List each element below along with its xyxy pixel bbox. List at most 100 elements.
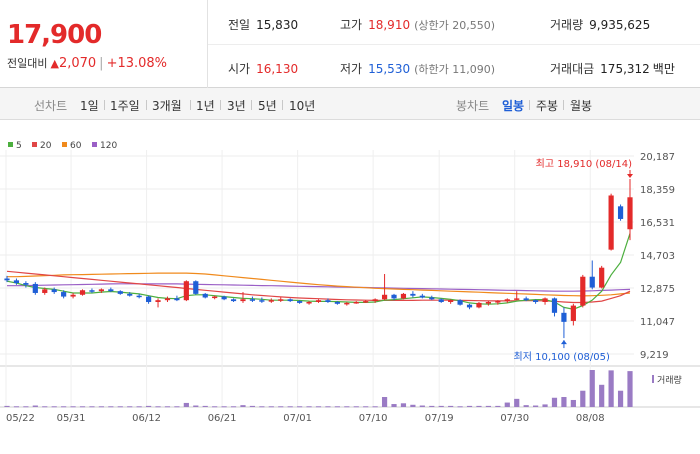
y-tick-label: 9,219: [640, 350, 669, 361]
amount-unit: 백만: [652, 62, 675, 76]
candle-body: [155, 300, 161, 302]
candle-body: [183, 281, 189, 301]
candle-body: [51, 289, 57, 293]
chart-toolbar: 선차트 1일 1주일 3개월 1년 3년 5년 10년 봉차트 일봉 주봉 월봉: [0, 88, 700, 120]
x-tick-label: 07/10: [359, 413, 388, 424]
stat-amount: 거래대금 175,312 백만: [550, 60, 675, 77]
arrow-up-icon: [560, 340, 567, 345]
legend-swatch: [92, 142, 97, 147]
y-tick-label: 16,531: [640, 218, 675, 229]
candle-body: [353, 301, 359, 304]
volume-bar: [400, 403, 407, 407]
volume-bar: [98, 406, 104, 408]
legend-swatch: [62, 142, 67, 147]
volume-label: 거래량: [550, 18, 584, 32]
volume-bar: [523, 405, 529, 407]
volume-bar: [287, 406, 293, 408]
candle-body: [551, 298, 558, 313]
candle-body: [608, 195, 614, 250]
candle-body: [533, 300, 539, 302]
current-price: 17,900: [7, 20, 102, 50]
legend-label-5: 5: [16, 141, 22, 151]
volume-bar: [353, 406, 359, 408]
ma120-line: [7, 283, 631, 292]
candle-body: [391, 294, 397, 299]
x-tick-label: 08/08: [576, 413, 605, 424]
divider: [563, 100, 564, 110]
period-1d[interactable]: 1일: [80, 99, 99, 113]
price-change: 전일대비 ▲2,070 | +13.08%: [7, 55, 167, 71]
volume-bar: [164, 406, 171, 408]
volume-bar: [334, 406, 340, 408]
candle-body: [249, 299, 256, 301]
period-1w[interactable]: 1주일: [110, 99, 140, 113]
amount-value: 175,312: [600, 62, 650, 76]
candle-body: [240, 299, 246, 302]
volume-bar: [297, 406, 303, 408]
volume-bar: [466, 405, 473, 407]
candlestick-chart[interactable]: 20,187 18,359 16,531 14,703 12,875 11,047 9,21…: [0, 120, 700, 450]
divider: [190, 100, 191, 110]
volume-bar: [429, 405, 435, 407]
candle-body: [4, 278, 10, 281]
candle-body: [79, 290, 86, 295]
volume-bar: [70, 406, 76, 408]
high-label: 고가: [340, 18, 363, 32]
volume-bar: [381, 397, 388, 407]
volume-bar: [514, 398, 520, 407]
period-3y[interactable]: 3년: [227, 99, 246, 113]
volume-bar: [240, 405, 246, 407]
period-5y[interactable]: 5년: [258, 99, 277, 113]
volume-bar: [533, 405, 539, 407]
volume-bar: [306, 406, 312, 408]
candle-daily[interactable]: 일봉: [502, 99, 525, 113]
volume-bar: [363, 406, 369, 408]
legend-label-120: 120: [100, 141, 117, 151]
period-10y[interactable]: 10년: [289, 99, 316, 113]
volume-bar: [599, 384, 605, 407]
candle-body: [32, 283, 38, 293]
candle-body: [145, 296, 152, 302]
prev-close-value: 15,830: [256, 18, 299, 32]
ma5-line: [6, 233, 631, 310]
period-3m[interactable]: 3개월: [152, 99, 182, 113]
x-tick-label: 07/30: [500, 413, 529, 424]
candle-body: [617, 206, 624, 219]
divider: [251, 100, 252, 110]
candle-body: [363, 301, 369, 303]
open-value: 16,130: [256, 62, 299, 76]
candle-body: [400, 293, 407, 299]
annotation-low: 최저 10,100 (08/05): [514, 351, 610, 363]
volume-bar: [617, 390, 624, 407]
up-arrow-icon: ▲: [50, 57, 59, 70]
low-value: 15,530: [368, 62, 411, 76]
row-divider: [208, 44, 700, 45]
x-tick-label: 06/21: [208, 413, 237, 424]
volume-bar: [457, 406, 463, 408]
y-tick-label: 12,875: [640, 284, 675, 295]
y-tick-label: 18,359: [640, 185, 675, 196]
period-1y[interactable]: 1년: [196, 99, 215, 113]
volume-bar: [372, 406, 378, 408]
candle-weekly[interactable]: 주봉: [536, 99, 559, 113]
candle-body: [589, 276, 595, 288]
candle-body: [372, 299, 378, 302]
volume-bar: [259, 406, 265, 408]
candle-body: [485, 301, 492, 304]
candle-body: [570, 305, 576, 321]
candle-body: [108, 289, 114, 292]
legend-swatch: [32, 142, 37, 147]
volume-bar: [193, 405, 199, 407]
change-label: 전일대비: [7, 57, 48, 70]
legend-label-60: 60: [70, 141, 82, 151]
candle-monthly[interactable]: 월봉: [570, 99, 593, 113]
candle-body: [504, 299, 510, 302]
y-tick-label: 20,187: [640, 152, 675, 163]
volume-bar: [589, 370, 595, 407]
volume-bar: [79, 406, 86, 408]
divider: [529, 100, 530, 110]
stat-open: 시가 16,130: [228, 60, 298, 77]
stat-high: 고가 18,910 (상한가 20,550): [340, 16, 495, 33]
candle-body: [193, 281, 199, 294]
volume-bar: [570, 399, 576, 407]
